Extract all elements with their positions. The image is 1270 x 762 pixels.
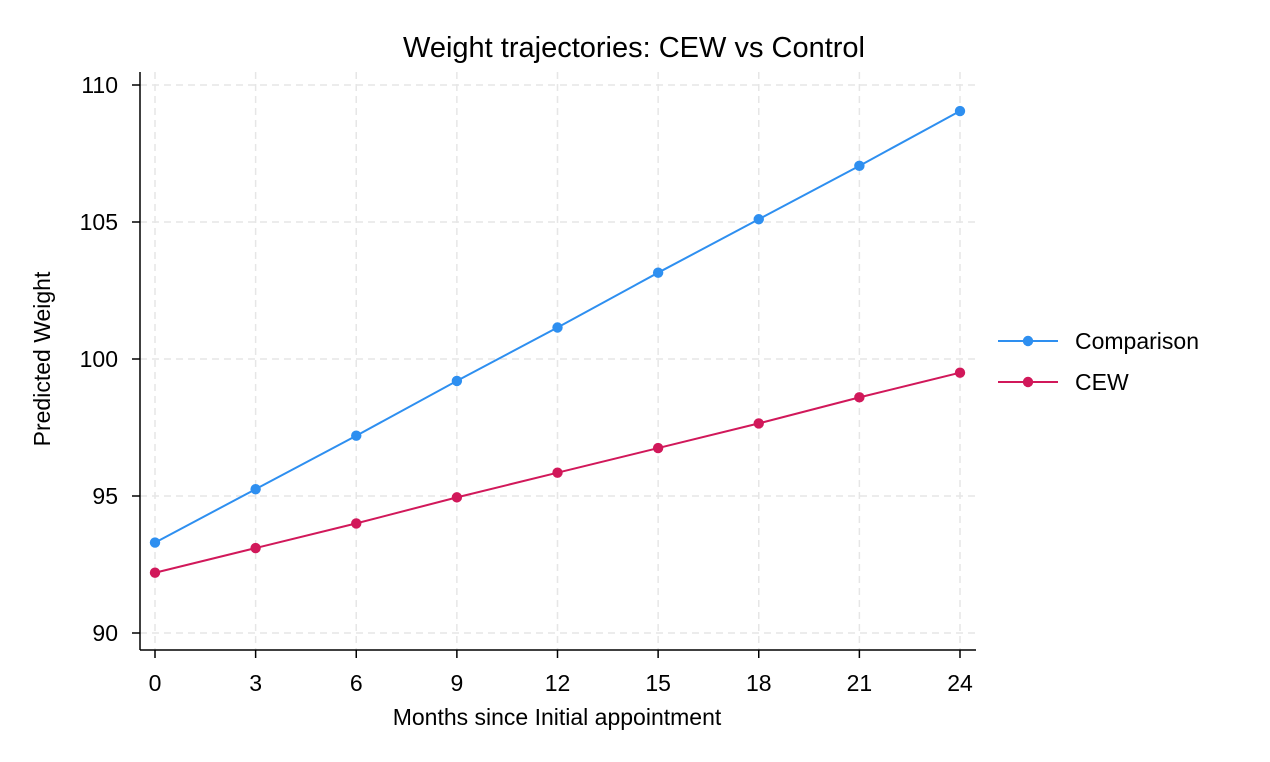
data-point xyxy=(552,467,563,478)
legend-label: CEW xyxy=(1075,369,1129,395)
legend: Comparison CEW xyxy=(998,328,1199,395)
x-axis-ticks: 0 3 6 9 12 15 18 21 24 xyxy=(149,650,973,696)
data-point xyxy=(854,160,865,172)
data-point xyxy=(149,567,161,578)
series-cew xyxy=(149,367,966,578)
data-point xyxy=(250,483,261,495)
data-point xyxy=(652,442,664,454)
series-comparison xyxy=(149,105,966,548)
y-tick-label: 110 xyxy=(81,72,118,98)
y-axis-label: Predicted Weight xyxy=(29,271,55,446)
x-tick-label: 6 xyxy=(350,670,363,696)
x-tick-label: 15 xyxy=(645,670,671,696)
y-tick-label: 100 xyxy=(80,346,118,372)
data-point xyxy=(954,105,966,117)
data-point xyxy=(954,367,966,378)
x-tick-label: 12 xyxy=(545,670,571,696)
legend-item-cew: CEW xyxy=(998,369,1129,395)
data-point xyxy=(753,418,764,429)
data-point xyxy=(250,542,261,554)
x-tick-label: 21 xyxy=(847,670,873,696)
legend-item-comparison: Comparison xyxy=(998,328,1199,354)
legend-marker xyxy=(1022,335,1034,347)
data-point xyxy=(552,322,563,333)
data-point xyxy=(753,214,764,225)
data-point xyxy=(351,518,362,529)
data-point xyxy=(149,537,161,548)
series-layer xyxy=(149,105,966,578)
data-point xyxy=(451,375,463,387)
y-axis-ticks: 90 95 100 105 110 xyxy=(80,72,140,646)
data-point xyxy=(652,267,664,278)
y-tick-label: 105 xyxy=(80,209,118,235)
y-tick-label: 95 xyxy=(92,483,118,509)
y-tick-label: 90 xyxy=(92,620,118,646)
x-tick-label: 0 xyxy=(149,670,162,696)
x-tick-label: 24 xyxy=(947,670,973,696)
data-point xyxy=(854,392,865,403)
legend-label: Comparison xyxy=(1075,328,1199,354)
x-axis-label: Months since Initial appointment xyxy=(393,704,722,730)
x-tick-label: 9 xyxy=(450,670,463,696)
x-tick-label: 18 xyxy=(746,670,772,696)
legend-marker xyxy=(1022,376,1034,388)
x-tick-label: 3 xyxy=(249,670,262,696)
data-point xyxy=(351,430,362,441)
chart-title: Weight trajectories: CEW vs Control xyxy=(403,32,865,64)
data-point xyxy=(451,492,463,503)
grid-lines xyxy=(140,72,976,650)
